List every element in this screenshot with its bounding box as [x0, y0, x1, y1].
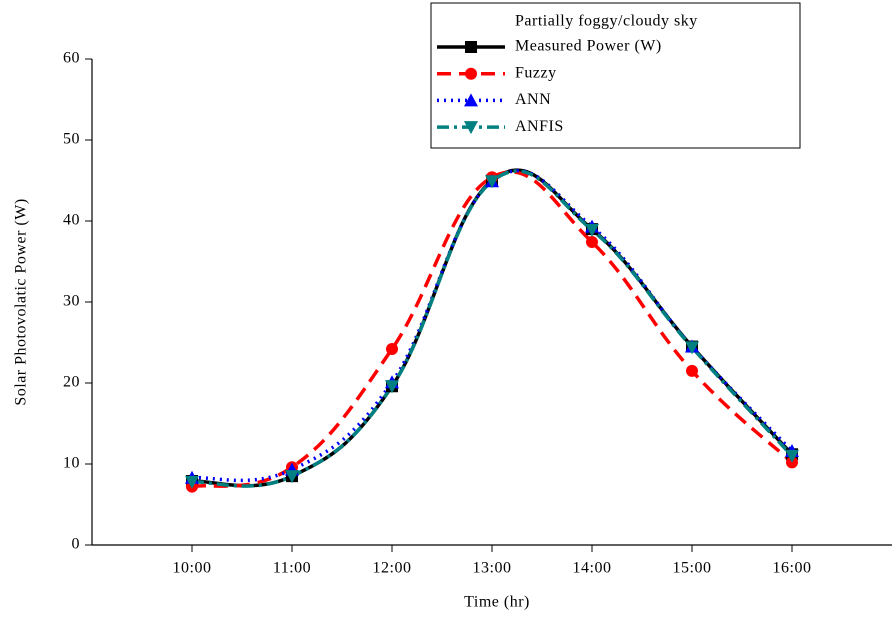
series-line [191, 168, 794, 483]
legend-label: ANFIS [515, 118, 564, 135]
series-line [191, 169, 794, 488]
legend-marker [464, 93, 478, 107]
data-point [386, 342, 398, 355]
y-tick-label: 30 [63, 293, 80, 310]
data-point [285, 470, 299, 484]
data-point [485, 175, 499, 189]
data-point [785, 449, 799, 463]
legend-label: Measured Power (W) [515, 38, 662, 55]
data-point [185, 475, 199, 489]
data-point [585, 223, 599, 237]
x-tick-label: 12:00 [373, 560, 412, 577]
legend-label: Fuzzy [515, 64, 557, 81]
x-tick-label: 10:00 [173, 560, 212, 577]
data-point [586, 236, 598, 249]
x-axis-label: Time (hr) [464, 594, 530, 611]
legend-title: Partially foggy/cloudy sky [515, 13, 698, 30]
data-point [686, 364, 698, 377]
y-tick-label: 50 [63, 131, 80, 148]
series-line [191, 170, 794, 489]
x-tick-label: 13:00 [473, 560, 512, 577]
legend-marker [465, 41, 477, 53]
legend-label: ANN [515, 91, 551, 108]
legend-marker [465, 67, 477, 80]
x-tick-label: 11:00 [273, 560, 311, 577]
y-tick-label: 10 [63, 455, 80, 472]
y-tick-label: 0 [72, 536, 81, 553]
legend-marker [464, 121, 478, 135]
x-tick-label: 16:00 [773, 560, 812, 577]
data-point [385, 380, 399, 394]
x-tick-label: 15:00 [673, 560, 712, 577]
y-axis-label: Solar Photovolatic Power (W) [13, 198, 30, 405]
x-tick-label: 14:00 [573, 560, 612, 577]
series-line [191, 168, 794, 488]
data-point [685, 341, 699, 355]
y-tick-label: 40 [63, 212, 80, 229]
y-tick-label: 60 [63, 50, 80, 67]
legend-box [430, 2, 801, 149]
y-tick-label: 20 [63, 374, 80, 391]
